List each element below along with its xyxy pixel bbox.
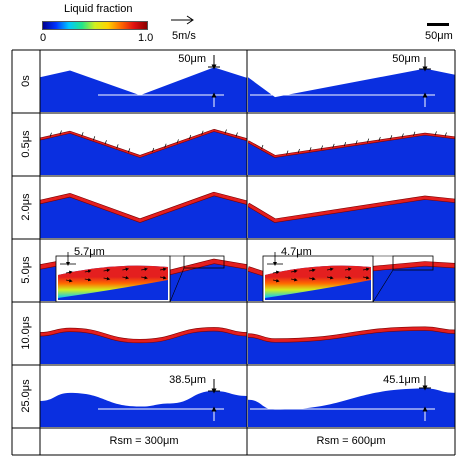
left-velocity-tick [176,139,179,144]
scale-bar [427,23,449,26]
right-5us-depth-label: 4.7μm [281,246,312,258]
left-substrate-4 [40,329,247,364]
left-velocity-tick [189,134,192,140]
right-substrate-2 [248,197,455,238]
column-label-rsm-300: Rsm = 300μm [110,435,179,447]
left-velocity-tick [201,130,204,135]
velocity-reference-arrow-icon [171,15,194,25]
row-label-time: 5.0μs [20,256,32,284]
left-5us-flow-arrow-icon [159,267,167,272]
left-velocity-tick [128,148,131,153]
right-5us-inset-melt-pool [265,265,371,298]
colorbar-min-label: 0 [40,32,47,44]
right-velocity-tick [401,133,404,138]
left-5us-flow-arrow-icon [84,277,92,282]
left-5us-zoom-line [169,267,185,303]
colorbar-max-label: 1.0 [138,32,154,44]
right-5us-flow-arrow-icon [362,267,370,272]
right-substrate-5 [248,388,455,427]
column-label-rsm-600: Rsm = 600μm [317,435,386,447]
right-5us-zoom-line [372,269,394,303]
right-melt-layer-4 [248,327,455,342]
right-velocity-tick [355,140,358,145]
scale-bar-label: 50μm [425,30,453,42]
left-velocity-tick [152,147,155,153]
left-5us-flow-arrow-icon [103,268,111,273]
row-label-time: 10.0μs [20,316,32,350]
right-velocity-tick [378,136,381,142]
liquid-fraction-colorbar [42,21,148,30]
right-5us-flow-arrow-icon [272,278,280,283]
left-substrate-1 [40,130,247,175]
left-velocity-tick [235,132,238,137]
left-5us-flow-arrow-icon [159,275,167,280]
row-label-time: 2.0μs [20,193,32,221]
left-melt-layer-2 [40,192,247,223]
right-5us-flow-arrow-icon [308,268,316,273]
right-5us-flow-arrow-icon [362,275,370,280]
row-label-time: 0s [20,75,32,87]
left-5us-flow-arrow-icon [122,267,130,272]
right-5us-zoom-box [392,255,434,271]
left-5us-depth-label: 5.7μm [74,246,105,258]
right-5us-flow-arrow-icon [290,277,298,282]
left-25us-height-label: 38.5μm [169,374,206,386]
right-5us-flow-arrow-icon [308,276,316,281]
left-5us-flow-arrow-icon [122,275,130,280]
right-5us-flow-arrow-icon [290,269,298,274]
right-5us-flow-arrow-icon [344,275,352,280]
left-0s-height-label: 50μm [178,53,206,65]
right-velocity-tick [413,131,416,136]
right-substrate-0 [248,68,455,112]
left-velocity-tick [49,132,52,137]
row-label-time: 25.0μs [20,379,32,413]
left-5us-zoom-box [183,255,225,269]
right-5us-flow-arrow-icon [326,275,334,280]
left-5us-flow-arrow-icon [84,269,92,274]
right-5us-flow-arrow-icon [326,267,334,272]
left-melt-layer-4 [40,327,247,343]
right-velocity-tick [366,138,370,143]
left-velocity-tick [93,136,96,141]
left-velocity-tick [116,144,119,149]
left-velocity-tick [104,140,107,145]
left-velocity-tick [164,143,167,148]
right-velocity-tick [444,132,447,137]
right-25us-height-label: 45.1μm [383,374,420,386]
left-substrate-0 [40,67,247,112]
right-velocity-tick [286,150,289,155]
left-5us-flow-arrow-icon [141,267,148,272]
right-substrate-4 [248,328,455,364]
right-velocity-tick [434,131,437,136]
right-5us-flow-arrow-icon [344,267,352,272]
left-velocity-tick [81,132,84,137]
left-velocity-tick [59,130,62,135]
left-5us-flow-arrow-icon [65,278,73,283]
right-velocity-tick [261,144,264,150]
right-5us-flow-arrow-icon [272,270,280,275]
row-label-time: 0.5μs [20,130,32,158]
left-5us-flow-arrow-icon [65,270,73,275]
right-melt-layer-2 [248,196,455,223]
right-velocity-tick [320,145,323,150]
left-5us-flow-arrow-icon [103,276,111,281]
right-velocity-tick [390,135,393,140]
left-velocity-tick [224,129,227,134]
legend-title: Liquid fraction [64,3,133,15]
velocity-reference-label: 5m/s [172,30,196,42]
right-velocity-tick [343,141,347,147]
right-0s-height-label: 50μm [392,53,420,65]
right-velocity-tick [332,143,335,148]
right-substrate-1 [248,134,455,175]
right-velocity-tick [297,148,300,154]
left-5us-flow-arrow-icon [141,275,148,280]
right-velocity-tick [309,147,312,152]
left-5us-inset-melt-pool [58,265,168,298]
